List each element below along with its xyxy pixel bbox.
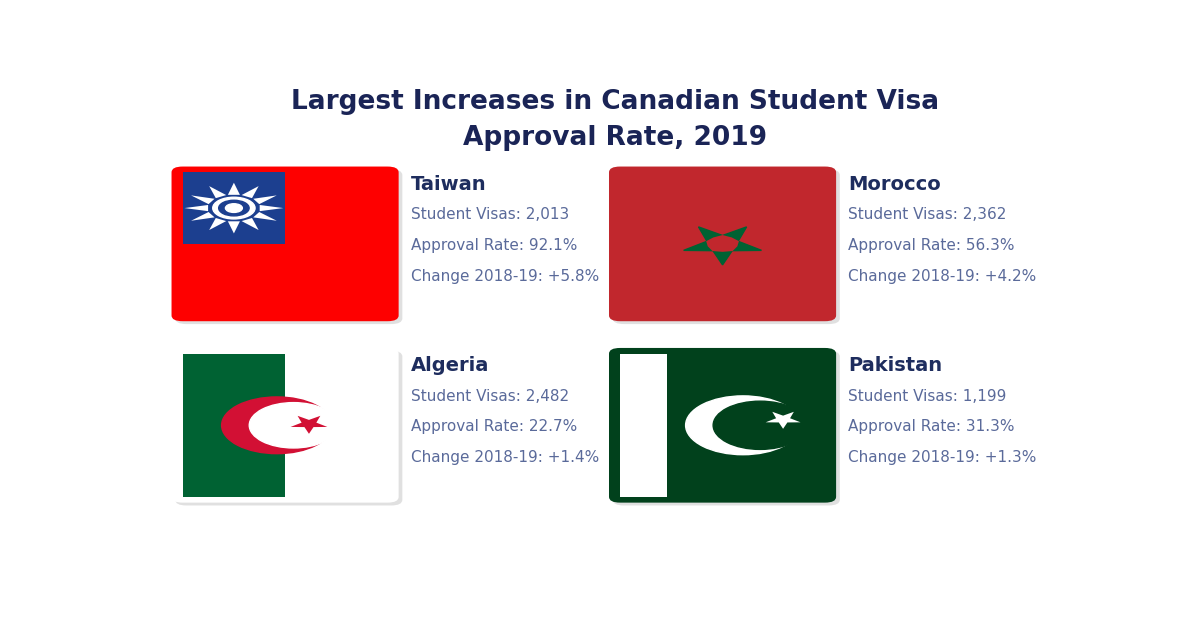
Polygon shape <box>228 183 240 195</box>
Polygon shape <box>183 172 285 244</box>
Polygon shape <box>183 353 285 497</box>
Polygon shape <box>241 218 258 230</box>
FancyBboxPatch shape <box>613 169 839 324</box>
Polygon shape <box>241 186 258 198</box>
Circle shape <box>686 396 800 454</box>
FancyBboxPatch shape <box>609 167 836 321</box>
Text: Student Visas: 2,482: Student Visas: 2,482 <box>411 389 569 404</box>
Polygon shape <box>209 218 226 230</box>
FancyBboxPatch shape <box>175 169 402 324</box>
Text: Change 2018-19: +5.8%: Change 2018-19: +5.8% <box>411 269 599 284</box>
Polygon shape <box>259 205 283 211</box>
Text: Approval Rate: 92.1%: Approval Rate: 92.1% <box>411 238 578 253</box>
Text: Student Visas: 1,199: Student Visas: 1,199 <box>848 389 1006 404</box>
Text: Change 2018-19: +1.3%: Change 2018-19: +1.3% <box>848 450 1036 465</box>
Polygon shape <box>191 195 215 204</box>
Circle shape <box>222 397 333 454</box>
Polygon shape <box>291 416 328 434</box>
FancyBboxPatch shape <box>613 351 839 505</box>
Text: Approval Rate: 22.7%: Approval Rate: 22.7% <box>411 419 576 435</box>
Polygon shape <box>253 212 276 221</box>
Circle shape <box>713 401 807 449</box>
Text: Taiwan: Taiwan <box>411 175 486 193</box>
FancyBboxPatch shape <box>172 348 399 503</box>
Polygon shape <box>683 227 761 265</box>
Text: Approval Rate: 31.3%: Approval Rate: 31.3% <box>848 419 1015 435</box>
Text: Approval Rate: 56.3%: Approval Rate: 56.3% <box>848 238 1015 253</box>
Text: Change 2018-19: +1.4%: Change 2018-19: +1.4% <box>411 450 599 465</box>
Polygon shape <box>706 235 739 252</box>
Polygon shape <box>185 205 208 211</box>
Polygon shape <box>620 353 668 497</box>
Text: Pakistan: Pakistan <box>848 356 943 375</box>
FancyBboxPatch shape <box>172 167 399 321</box>
Text: Change 2018-19: +4.2%: Change 2018-19: +4.2% <box>848 269 1036 284</box>
Circle shape <box>226 204 243 213</box>
Polygon shape <box>228 221 240 234</box>
Text: Student Visas: 2,013: Student Visas: 2,013 <box>411 207 569 222</box>
Polygon shape <box>765 412 801 429</box>
Polygon shape <box>191 212 215 221</box>
Text: Morocco: Morocco <box>848 175 940 193</box>
Text: Largest Increases in Canadian Student Visa
Approval Rate, 2019: Largest Increases in Canadian Student Vi… <box>292 89 939 151</box>
Polygon shape <box>209 186 226 198</box>
Circle shape <box>219 200 249 216</box>
Circle shape <box>250 402 337 448</box>
FancyBboxPatch shape <box>609 348 836 503</box>
Text: Student Visas: 2,362: Student Visas: 2,362 <box>848 207 1006 222</box>
Text: Algeria: Algeria <box>411 356 489 375</box>
Circle shape <box>213 197 255 219</box>
FancyBboxPatch shape <box>175 351 402 505</box>
Polygon shape <box>253 195 276 204</box>
